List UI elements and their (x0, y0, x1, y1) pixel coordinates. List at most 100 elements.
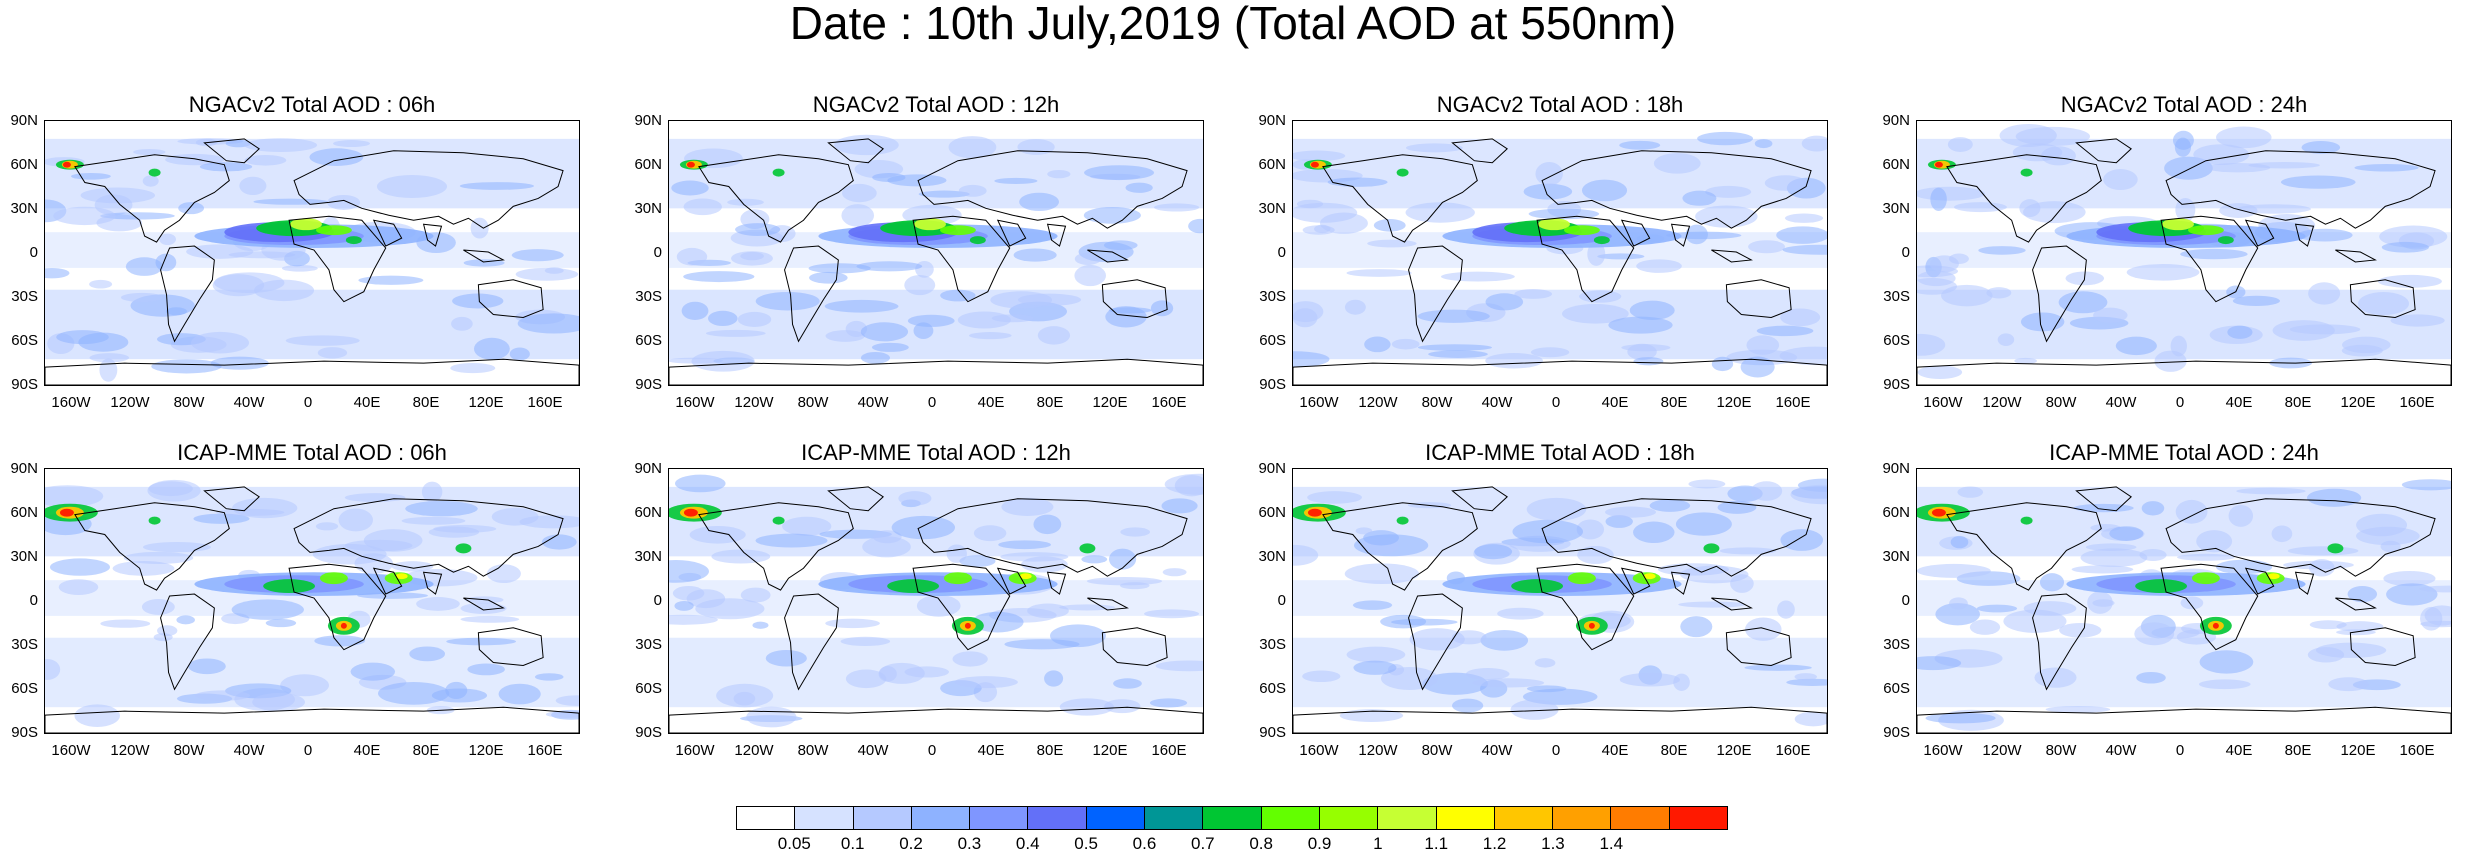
colorbar-level-label: 1.2 (1482, 834, 1507, 853)
colorbar-level-label: 0.8 (1249, 834, 1273, 853)
lon-tick-label: 80E (1036, 742, 1064, 759)
lat-tick-label: 60N (634, 156, 662, 173)
panel-title: NGACv2 Total AOD : 18h (1436, 92, 1684, 117)
lon-tick-label: 40E (2225, 742, 2253, 759)
lon-tick-label: 160W (1923, 394, 1963, 411)
colorbar-swatch (1203, 807, 1262, 829)
lat-tick-label: 90S (1883, 376, 1910, 393)
lon-tick-label: 80W (797, 394, 829, 411)
colorbar-swatch (1494, 807, 1554, 829)
colorbar-level-label: 0.9 (1307, 834, 1332, 853)
lat-tick-label: 60N (634, 504, 662, 521)
lon-tick-label: 160W (1299, 394, 1339, 411)
lat-tick-label: 0 (1277, 592, 1286, 609)
lat-tick-label: 0 (653, 592, 662, 609)
map-panel: ICAP-MME Total AOD : 24h 90N 60N 30N 0 30S 60S… (1872, 440, 2466, 770)
aod-map (668, 120, 1204, 386)
lon-tick-label: 80W (797, 742, 829, 759)
lon-tick-label: 0 (1551, 742, 1561, 759)
colorbar-level-label: 0.05 (777, 834, 811, 853)
colorbar-level-label: 1.3 (1541, 834, 1565, 853)
lat-tick-label: 30N (1882, 200, 1910, 217)
aod-map (1292, 468, 1828, 734)
lon-tick-label: 40E (353, 394, 381, 411)
colorbar-level-label: 0.2 (899, 834, 923, 853)
colorbar-swatch (1611, 807, 1670, 829)
lat-tick-label: 90N (1258, 112, 1286, 129)
colorbar-swatch (1145, 807, 1204, 829)
lon-tick-label: 80W (1421, 394, 1453, 411)
map-panel: NGACv2 Total AOD : 06h 90N 60N 30N 0 30S 60S 90… (0, 92, 620, 422)
lat-tick-label: 0 (29, 244, 38, 261)
lat-tick-label: 0 (653, 244, 662, 261)
aod-map (44, 120, 580, 386)
panel-title: ICAP-MME Total AOD : 18h (1425, 440, 1695, 465)
lon-tick-label: 80E (412, 394, 440, 411)
world-map-svg (669, 469, 1203, 733)
lon-tick-label: 120E (1716, 742, 1752, 759)
lat-tick-label: 90N (1882, 112, 1910, 129)
lon-tick-label: 40W (233, 742, 265, 759)
map-panel: ICAP-MME Total AOD : 06h 90N 60N 30N 0 30S 60S… (0, 440, 620, 770)
aod-map (1916, 468, 2452, 734)
lon-tick-label: 80W (2045, 742, 2077, 759)
map-panel: NGACv2 Total AOD : 18h 90N 60N 30N 0 30S 60S 90… (1248, 92, 1868, 422)
lon-tick-label: 80E (2284, 394, 2312, 411)
lat-tick-label: 30N (1258, 548, 1286, 565)
colorbar-level-label: 0.1 (840, 834, 865, 853)
lon-tick-label: 40E (2225, 394, 2253, 411)
aod-map (1292, 120, 1828, 386)
lon-tick-label: 120W (1982, 394, 2022, 411)
lon-tick-label: 80E (412, 742, 440, 759)
lon-tick-label: 40W (1481, 394, 1513, 411)
lon-tick-label: 40E (1601, 394, 1629, 411)
lon-tick-label: 40E (353, 742, 381, 759)
lat-tick-label: 60N (1258, 504, 1286, 521)
colorbar-swatch (1319, 807, 1379, 829)
lon-tick-label: 40E (977, 742, 1005, 759)
lat-tick-label: 60S (635, 680, 662, 697)
lat-tick-label: 90S (1259, 724, 1286, 741)
lon-tick-label: 120W (1358, 742, 1398, 759)
colorbar-swatch (1028, 807, 1087, 829)
lat-tick-label: 30N (634, 548, 662, 565)
lon-tick-label: 120W (110, 394, 150, 411)
lon-tick-label: 0 (303, 742, 313, 759)
lat-tick-label: 90S (11, 376, 38, 393)
lon-tick-label: 0 (1551, 394, 1561, 411)
lon-tick-label: 0 (2175, 742, 2185, 759)
world-map-svg (1917, 121, 2451, 385)
lon-tick-label: 0 (927, 394, 937, 411)
lat-tick-label: 60N (10, 156, 38, 173)
lon-tick-label: 120E (2340, 394, 2376, 411)
world-map-svg (45, 469, 579, 733)
panel-title: NGACv2 Total AOD : 12h (812, 92, 1060, 117)
lon-tick-label: 160E (1151, 394, 1187, 411)
lat-tick-label: 90S (635, 376, 662, 393)
figure-title: Date : 10th July,2019 (Total AOD at 550n… (789, 0, 1677, 49)
lon-tick-label: 160W (1299, 742, 1339, 759)
panel-title: ICAP-MME Total AOD : 24h (2049, 440, 2319, 465)
lon-tick-label: 40W (233, 394, 265, 411)
lon-tick-label: 120E (468, 394, 504, 411)
lon-tick-label: 160E (2399, 742, 2435, 759)
lon-tick-label: 160E (1775, 742, 1811, 759)
lat-tick-label: 60S (1883, 680, 1910, 697)
lat-tick-label: 30N (1258, 200, 1286, 217)
colorbar-labels: 0.05 0.1 0.2 0.3 0.4 0.5 0.6 0.7 0.8 0.9 1 1.1 1.2 1.… (736, 834, 1728, 854)
colorbar-swatch (1261, 807, 1320, 829)
lat-tick-label: 0 (29, 592, 38, 609)
colorbar-level-label: 0.6 (1132, 834, 1157, 853)
lon-tick-label: 40W (1481, 742, 1513, 759)
lon-tick-label: 120E (468, 742, 504, 759)
lon-tick-label: 120W (1982, 742, 2022, 759)
colorbar-swatch (911, 807, 971, 829)
lat-tick-label: 60S (1259, 680, 1286, 697)
colorbar-level-label: 0.4 (1015, 834, 1040, 853)
colorbar-level-label: 1.4 (1599, 834, 1624, 853)
colorbar-swatch (1436, 807, 1495, 829)
lat-tick-label: 60S (11, 332, 38, 349)
lat-tick-label: 30N (10, 200, 38, 217)
panel-title: ICAP-MME Total AOD : 06h (177, 440, 447, 465)
lat-tick-label: 60N (1258, 156, 1286, 173)
